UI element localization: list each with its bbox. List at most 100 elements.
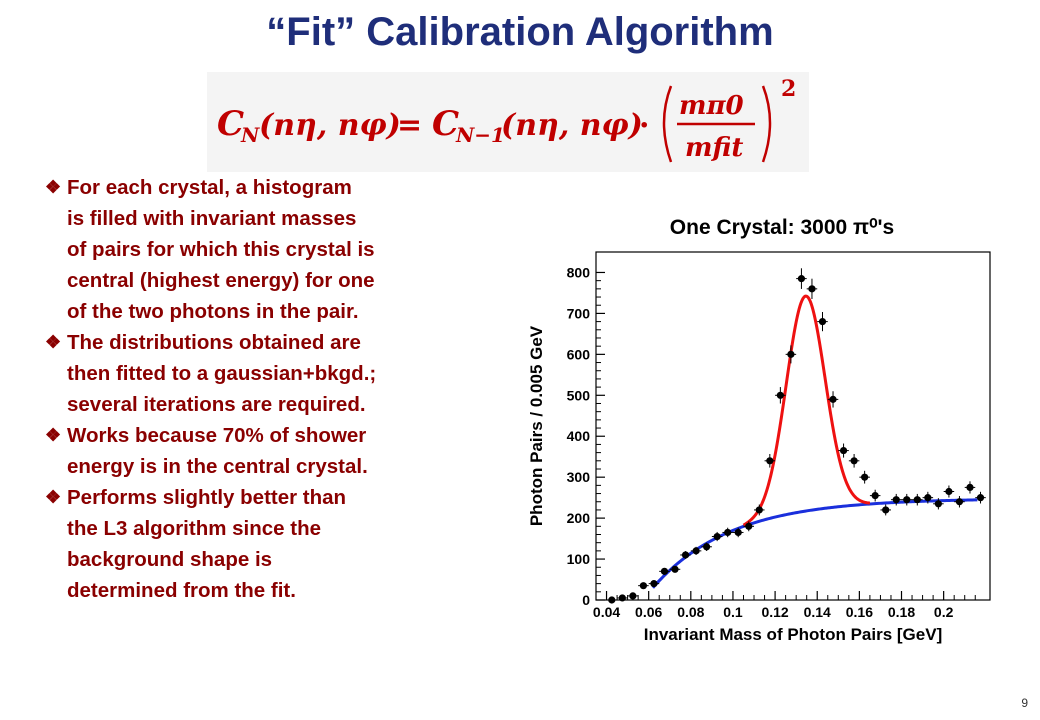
formula-lhs-args: (nη, nφ) xyxy=(259,108,401,143)
point-marker xyxy=(797,275,806,283)
y-tick-label: 100 xyxy=(567,551,591,567)
formula-rhs-symbol: C xyxy=(432,104,459,144)
data-point xyxy=(827,391,839,408)
bullet-list: ❖ For each crystal, a histogram is filled… xyxy=(45,172,515,606)
formula-dot: · xyxy=(639,108,649,143)
data-point xyxy=(817,311,828,332)
point-marker xyxy=(703,543,711,551)
formula-lhs-sub: N xyxy=(240,123,260,147)
data-point xyxy=(669,565,681,573)
data-point xyxy=(711,531,723,542)
y-tick-label: 0 xyxy=(582,592,590,608)
data-point xyxy=(912,493,923,506)
point-marker xyxy=(755,506,763,514)
formula-left-paren xyxy=(662,85,673,163)
point-marker xyxy=(629,592,637,600)
point-marker xyxy=(713,532,721,541)
data-point xyxy=(890,493,902,506)
formula-rhs-args: (nη, nφ) xyxy=(501,108,643,143)
data-point xyxy=(838,443,849,458)
y-tick-label: 300 xyxy=(567,469,591,485)
bullet-item: ❖ Works because 70% of shower energy is i… xyxy=(45,420,515,482)
point-marker xyxy=(892,496,900,504)
data-point xyxy=(964,481,976,494)
point-marker xyxy=(818,318,827,326)
x-tick-label: 0.2 xyxy=(934,604,954,620)
point-marker xyxy=(913,496,921,504)
data-point xyxy=(680,551,691,559)
data-point xyxy=(901,493,913,506)
point-marker xyxy=(850,457,858,465)
point-marker xyxy=(861,473,869,481)
data-point xyxy=(954,496,965,508)
data-point xyxy=(859,470,870,484)
bullet-text: Performs slightly better than the L3 alg… xyxy=(67,486,347,602)
point-marker xyxy=(650,580,658,588)
data-point xyxy=(848,454,860,468)
data-point xyxy=(701,542,712,551)
data-point xyxy=(785,345,797,364)
histogram-chart: One Crystal: 3000 π⁰'s Photon Pairs / 0.… xyxy=(527,216,991,644)
point-marker xyxy=(808,285,816,293)
bullet-text: The distributions obtained are then fitt… xyxy=(67,331,377,416)
bullet-text: Works because 70% of shower energy is in… xyxy=(67,424,368,478)
y-tick-label: 200 xyxy=(567,510,591,526)
slide-title: “Fit” Calibration Algorithm xyxy=(266,10,774,54)
background-fit-curve xyxy=(651,498,978,589)
data-point xyxy=(869,489,881,502)
x-tick-label: 0.14 xyxy=(804,604,831,620)
bullet-item: ❖ Performs slightly better than the L3 al… xyxy=(45,482,515,606)
point-marker xyxy=(976,494,985,502)
x-tick-label: 0.08 xyxy=(677,604,704,620)
chart-x-axis-label: Invariant Mass of Photon Pairs [GeV] xyxy=(644,625,943,644)
y-tick-label: 800 xyxy=(567,264,591,280)
data-point xyxy=(764,454,776,468)
point-marker xyxy=(618,594,626,602)
point-marker xyxy=(776,391,784,399)
point-marker xyxy=(829,395,837,403)
data-point xyxy=(806,278,818,300)
formula-exponent: 2 xyxy=(781,76,796,102)
page-number: 9 xyxy=(1021,696,1028,710)
point-marker xyxy=(882,506,890,514)
point-marker xyxy=(955,498,964,506)
data-point xyxy=(732,527,744,538)
chart-y-axis-label: Photon Pairs / 0.005 GeV xyxy=(527,325,546,526)
x-tick-label: 0.04 xyxy=(593,604,620,620)
point-marker xyxy=(608,596,616,604)
formula-numerator: mπ0 xyxy=(679,91,744,121)
point-marker xyxy=(660,567,669,575)
chart-title: One Crystal: 3000 π⁰'s xyxy=(670,216,894,239)
data-point xyxy=(638,582,649,590)
diamond-bullet-icon: ❖ xyxy=(45,487,62,507)
y-tick-label: 700 xyxy=(567,305,591,321)
y-tick-label: 600 xyxy=(567,346,591,362)
point-marker xyxy=(945,487,953,496)
bullet-item: ❖ For each crystal, a histogram is filled… xyxy=(45,172,515,327)
calibration-formula: C N (nη, nφ) = C N−1 (nη, nφ) · mπ0 mfit… xyxy=(217,76,796,163)
data-point xyxy=(775,387,786,404)
formula-denominator: mfit xyxy=(685,133,743,163)
data-point xyxy=(617,594,628,602)
point-marker xyxy=(839,446,848,455)
point-marker xyxy=(671,565,679,573)
x-tick-label: 0.1 xyxy=(723,604,743,620)
gaussian-fit-curve xyxy=(742,294,871,527)
point-marker xyxy=(745,522,753,530)
point-marker xyxy=(924,494,932,502)
data-point xyxy=(743,521,755,532)
point-marker xyxy=(692,547,700,555)
x-tick-label: 0.12 xyxy=(761,604,788,620)
bullet-text: For each crystal, a histogram is filled … xyxy=(67,176,375,323)
point-marker xyxy=(766,457,774,465)
point-marker xyxy=(681,551,690,559)
data-point xyxy=(933,498,944,510)
data-point xyxy=(880,504,891,516)
diamond-bullet-icon: ❖ xyxy=(45,177,62,197)
data-point xyxy=(690,546,702,555)
point-marker xyxy=(871,492,879,500)
data-point xyxy=(754,504,765,516)
formula-box: C N (nη, nφ) = C N−1 (nη, nφ) · mπ0 mfit… xyxy=(207,72,809,172)
point-marker xyxy=(966,483,974,492)
diamond-bullet-icon: ❖ xyxy=(45,425,62,445)
